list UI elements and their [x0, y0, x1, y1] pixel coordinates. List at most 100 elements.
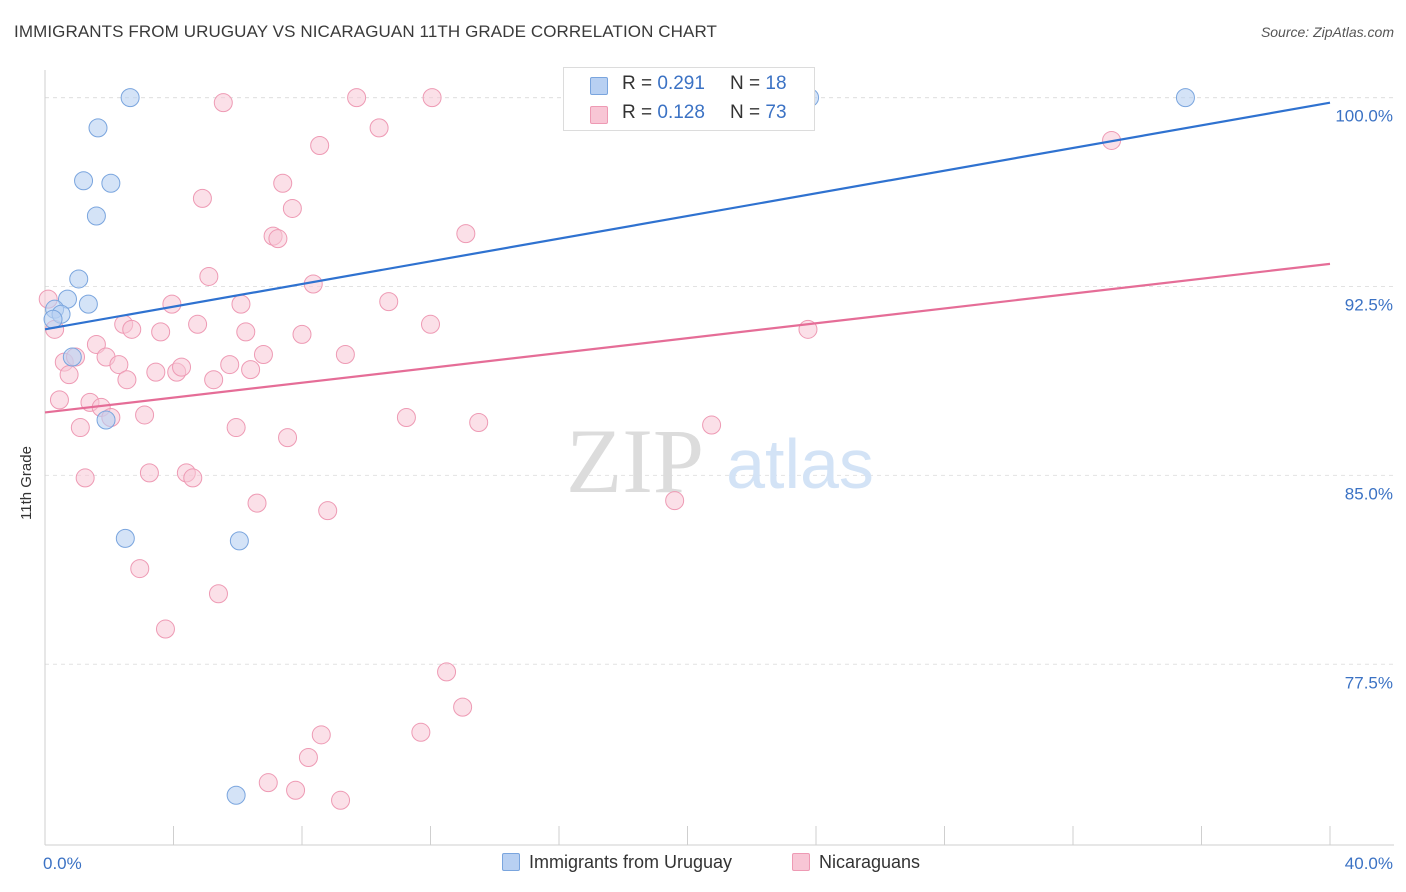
nicaraguans-point: [331, 790, 351, 810]
correlation-legend: R = 0.291 N = 18 R = 0.128 N = 73: [563, 67, 815, 131]
nicaraguans-point: [117, 370, 137, 390]
grid-lines: [45, 97, 1394, 665]
nicaraguans-point: [369, 118, 389, 138]
nicaraguans-point: [292, 324, 312, 344]
axes: [44, 70, 1394, 846]
y-tick-label: 92.5%: [1345, 296, 1393, 315]
nicaraguans-point: [172, 357, 192, 377]
nicaraguans-point: [286, 780, 306, 800]
legend-swatch-uruguay: [590, 77, 608, 95]
nicaraguans-point: [220, 355, 240, 375]
legend-swatch-nicaraguans-bottom: [792, 853, 810, 871]
nicaraguans-point: [258, 773, 278, 793]
nicaraguans-point: [49, 390, 69, 410]
uruguay-point: [115, 528, 135, 548]
uruguay-point: [96, 410, 116, 430]
legend-item-uruguay[interactable]: Immigrants from Uruguay: [502, 852, 732, 873]
uruguay-point: [69, 269, 89, 289]
legend-n-nicaraguans: N = 73: [730, 102, 787, 123]
nicaraguans-point: [278, 428, 298, 448]
tick-labels: 100.0% 92.5% 85.0% 77.5% 0.0% 40.0%: [43, 107, 1393, 873]
nicaraguans-point: [213, 93, 233, 113]
nicaraguans-point: [151, 322, 171, 342]
uruguay-trend-line: [44, 101, 1331, 331]
nicaraguans-point: [347, 88, 367, 108]
x-tick-label-max: 40.0%: [1345, 854, 1393, 873]
nicaraguans-point: [155, 619, 175, 639]
uruguay-point: [88, 118, 108, 138]
nicaraguans-point: [231, 294, 251, 314]
nicaraguans-point: [273, 173, 293, 193]
nicaraguans-point: [665, 491, 685, 511]
nicaraguans-point: [247, 493, 267, 513]
uruguay-point: [1175, 88, 1195, 108]
legend-n-uruguay: N = 18: [730, 73, 787, 94]
legend-r-uruguay: R = 0.291: [622, 73, 705, 94]
chart-title: IMMIGRANTS FROM URUGUAY VS NICARAGUAN 11…: [14, 22, 718, 41]
legend-swatch-nicaraguans: [590, 106, 608, 124]
y-tick-label: 100.0%: [1335, 107, 1393, 126]
y-tick-label: 77.5%: [1345, 673, 1393, 692]
nicaraguans-point: [59, 365, 79, 385]
nicaraguans-point: [226, 418, 246, 438]
nicaraguans-point: [422, 88, 442, 108]
nicaraguans-point: [236, 322, 256, 342]
nicaraguans-point: [109, 355, 129, 375]
legend-r-nicaraguans: R = 0.128: [622, 102, 705, 123]
legend-label-nicaraguans: Nicaraguans: [819, 852, 921, 872]
nicaraguans-point: [139, 463, 159, 483]
nicaraguans-point: [318, 501, 338, 521]
uruguay-point: [43, 309, 63, 329]
nicaraguans-point: [130, 559, 150, 579]
uruguay-point: [120, 88, 140, 108]
nicaraguans-point: [199, 266, 219, 286]
trend-lines: [44, 101, 1331, 414]
legend-item-nicaraguans[interactable]: Nicaraguans: [792, 852, 920, 873]
nicaraguans-points: [38, 88, 1122, 810]
nicaraguans-point: [70, 418, 90, 438]
nicaraguans-point: [192, 188, 212, 208]
nicaraguans-point: [335, 345, 355, 365]
nicaraguans-point: [396, 407, 416, 427]
nicaraguans-point: [253, 345, 273, 365]
uruguay-point: [86, 206, 106, 226]
nicaraguans-point: [75, 468, 95, 488]
nicaraguans-point: [298, 747, 318, 767]
nicaraguans-point: [188, 314, 208, 334]
nicaraguans-point: [437, 662, 457, 682]
uruguay-point: [101, 173, 121, 193]
nicaraguans-point: [146, 362, 166, 382]
uruguay-point: [74, 171, 94, 191]
nicaraguans-point: [379, 292, 399, 312]
nicaraguans-point: [86, 334, 106, 354]
nicaraguans-point: [204, 370, 224, 390]
y-axis-title: 11th Grade: [18, 446, 35, 520]
nicaraguans-point: [162, 294, 182, 314]
legend-swatch-uruguay-bottom: [502, 853, 520, 871]
uruguay-point: [62, 347, 82, 367]
nicaraguans-point: [268, 229, 288, 249]
nicaraguans-point: [135, 405, 155, 425]
nicaraguans-point: [241, 360, 261, 380]
y-tick-label: 85.0%: [1345, 484, 1393, 503]
nicaraguans-point: [411, 722, 431, 742]
nicaraguans-point: [122, 319, 142, 339]
nicaraguans-point: [183, 468, 203, 488]
nicaraguans-point: [208, 584, 228, 604]
nicaraguans-point: [456, 224, 476, 244]
nicaraguans-point: [282, 198, 302, 218]
legend-label-uruguay: Immigrants from Uruguay: [529, 852, 733, 872]
uruguay-point: [229, 531, 249, 551]
x-tick-label-min: 0.0%: [43, 854, 82, 873]
nicaraguans-point: [310, 135, 330, 155]
nicaraguans-point: [421, 314, 440, 334]
nicaraguans-point: [453, 697, 473, 717]
watermark-atlas: atlas: [726, 425, 874, 503]
uruguay-point: [78, 294, 98, 314]
series-legend: Immigrants from Uruguay Nicaraguans: [0, 852, 1406, 878]
nicaraguans-point: [311, 725, 331, 745]
nicaraguans-point: [469, 413, 489, 433]
nicaraguans-point: [702, 415, 722, 435]
uruguay-point: [226, 785, 246, 805]
